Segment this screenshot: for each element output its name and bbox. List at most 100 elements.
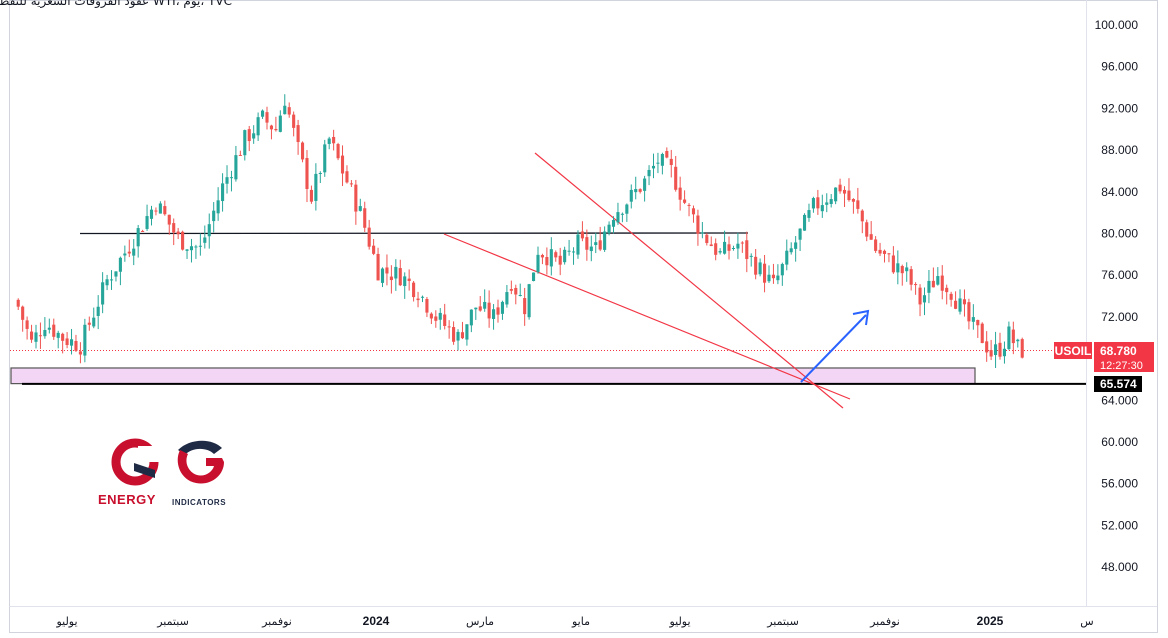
candle-body	[287, 107, 291, 115]
candle-body	[429, 313, 433, 319]
candle-body	[194, 246, 198, 248]
drawings-layer	[10, 152, 1086, 409]
projection-arrow-head	[852, 309, 870, 326]
candle-body	[949, 293, 953, 300]
candles-layer	[16, 94, 1024, 368]
candle-body	[261, 110, 265, 117]
candle-body	[518, 295, 522, 297]
price-badge	[1094, 342, 1154, 372]
candle-body	[274, 128, 278, 131]
resistance-line[interactable]	[79, 232, 749, 235]
candle-body	[149, 209, 154, 219]
candle-body	[109, 279, 114, 281]
candle-body	[936, 276, 940, 285]
candle-body	[643, 178, 647, 191]
candle-body	[52, 324, 56, 337]
candle-body	[438, 312, 442, 320]
candle-body	[625, 204, 629, 214]
current-price-tag[interactable]: USOIL 68.780 12:27:30	[1054, 342, 1154, 372]
candle-body	[123, 253, 127, 256]
candle-body	[674, 166, 678, 190]
candle-body	[372, 245, 376, 254]
candle-body	[611, 219, 616, 227]
candle-body	[496, 307, 500, 315]
time-axis[interactable]: يوليو سبتمبر نوفمبر 2024 مارس مايو يوليو سبتمبر…	[55, 614, 1093, 628]
candle-body	[958, 298, 962, 312]
trendline-lower[interactable]	[443, 233, 851, 400]
candle-body	[420, 296, 425, 298]
candle-body	[358, 206, 362, 211]
logo-energy-text: ENERGY	[98, 492, 156, 507]
candle-body	[114, 271, 118, 277]
candle-body	[971, 317, 975, 322]
candle-body	[465, 324, 469, 340]
candle-body	[696, 215, 700, 234]
candle-body	[318, 173, 322, 175]
candle-body	[691, 208, 696, 215]
candle-body	[771, 274, 775, 279]
candle-body	[896, 263, 900, 273]
candle-body	[856, 200, 860, 209]
candle-body	[594, 242, 598, 246]
candle-body	[469, 309, 473, 326]
price-axis[interactable]: 100.000 96.000 92.000 88.000 84.000 80.000 76.…	[1095, 18, 1139, 574]
candle-body	[847, 190, 851, 201]
candle-body	[163, 206, 167, 215]
candle-body	[727, 244, 731, 251]
candle-body	[669, 158, 673, 165]
chart-header-title: عقود الفروقات السعرية للنفط الخام WTI، ي…	[0, 0, 232, 9]
candle-body	[705, 234, 709, 244]
candle-body	[616, 212, 620, 223]
candle-body	[531, 272, 536, 282]
projection-arrow[interactable]	[800, 314, 867, 383]
candle-body	[874, 239, 878, 251]
candle-body	[283, 105, 287, 115]
candle-body	[545, 257, 549, 266]
candle-body	[385, 267, 389, 274]
candle-body	[914, 284, 918, 286]
candle-body	[247, 129, 251, 142]
y-tick-label: 84.000	[1101, 185, 1138, 199]
candle-body	[598, 240, 602, 250]
candle-body	[460, 332, 465, 339]
candle-body	[127, 251, 131, 254]
candle-body	[69, 339, 74, 346]
candle-body	[87, 322, 91, 325]
candle-body	[865, 222, 869, 237]
support-zone[interactable]	[10, 367, 976, 385]
candle-body	[523, 298, 527, 315]
candle-body	[585, 237, 589, 250]
candle-body	[434, 316, 438, 321]
y-tick-label: 48.000	[1101, 560, 1138, 574]
candle-body	[607, 224, 611, 234]
candle-body	[34, 332, 38, 342]
candle-body	[492, 309, 496, 319]
candle-body	[656, 162, 660, 164]
support-price-tag[interactable]: 65.574	[1094, 376, 1142, 392]
candle-body	[56, 332, 60, 338]
candle-body	[802, 214, 807, 231]
candle-body	[500, 301, 505, 314]
candle-body	[1016, 339, 1020, 342]
candle-body	[309, 189, 313, 202]
y-tick-label: 80.000	[1101, 227, 1138, 241]
candle-body	[794, 242, 798, 249]
candle-body	[945, 287, 949, 293]
candle-body	[749, 255, 753, 257]
candle-body	[678, 187, 682, 200]
trendline-upper[interactable]	[534, 152, 844, 409]
candle-body	[763, 263, 767, 283]
x-tick-label: يوليو	[55, 615, 77, 628]
y-tick-label: 76.000	[1101, 268, 1138, 282]
candle-body	[269, 125, 273, 130]
candle-body	[101, 282, 105, 305]
candle-body	[998, 342, 1002, 357]
candle-body	[212, 210, 216, 222]
candle-body	[789, 248, 793, 253]
candle-body	[891, 255, 895, 273]
bar-countdown: 12:27:30	[1100, 360, 1143, 372]
y-tick-label: 64.000	[1101, 393, 1138, 407]
candle-body	[900, 266, 904, 274]
logo-q-cut	[138, 446, 160, 462]
